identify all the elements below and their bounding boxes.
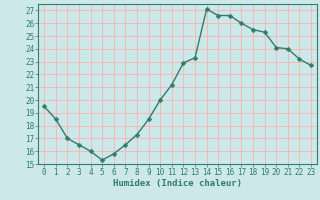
X-axis label: Humidex (Indice chaleur): Humidex (Indice chaleur) (113, 179, 242, 188)
